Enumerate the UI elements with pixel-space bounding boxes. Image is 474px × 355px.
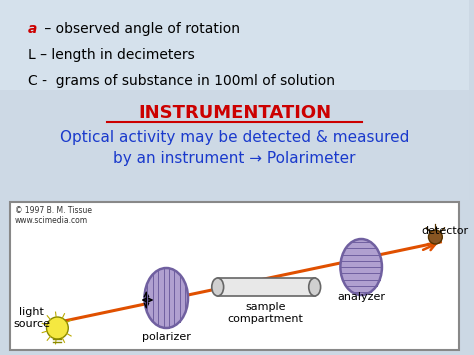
Polygon shape [0,0,469,200]
Text: detector: detector [422,226,469,236]
Ellipse shape [309,278,320,296]
Text: L – length in decimeters: L – length in decimeters [27,48,194,62]
Polygon shape [0,0,469,90]
Text: Optical activity may be detected & measured
by an instrument → Polarimeter: Optical activity may be detected & measu… [60,130,409,166]
Text: – observed angle of rotation: – observed angle of rotation [40,22,239,36]
Text: © 1997 B. M. Tissue
www.scimedia.com: © 1997 B. M. Tissue www.scimedia.com [15,206,92,225]
Text: INSTRUMENTATION: INSTRUMENTATION [138,104,331,122]
Circle shape [428,230,442,244]
Ellipse shape [212,278,224,296]
Ellipse shape [340,239,382,295]
Ellipse shape [145,268,188,328]
Bar [218,278,315,296]
Text: polarizer: polarizer [142,332,191,342]
Text: C -  grams of substance in 100ml of solution: C - grams of substance in 100ml of solut… [27,74,335,88]
Text: a: a [27,22,37,36]
Text: sample
compartment: sample compartment [227,302,303,324]
Text: light
source: light source [13,307,50,329]
Text: analyzer: analyzer [337,292,385,302]
Bar [10,202,459,350]
Circle shape [46,317,68,339]
